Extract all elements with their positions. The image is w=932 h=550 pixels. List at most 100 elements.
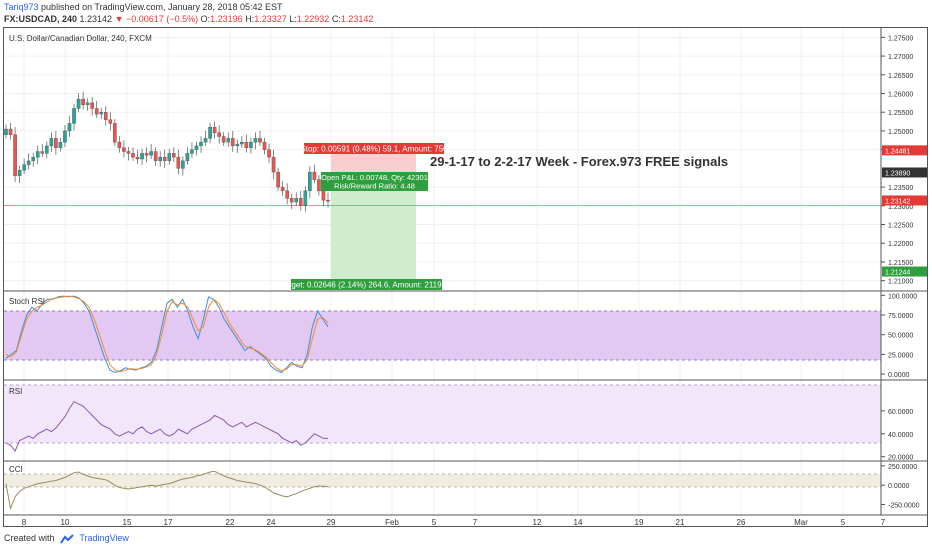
candle-body bbox=[308, 171, 312, 192]
candle-body bbox=[72, 108, 76, 124]
candle-body bbox=[54, 138, 58, 148]
open-label: O: bbox=[200, 14, 211, 24]
candle-body bbox=[317, 179, 321, 192]
risk-reward-label: Risk/Reward Ratio: 4.48 bbox=[334, 182, 415, 191]
time-tick-label: 8 bbox=[22, 518, 27, 527]
chart-frame bbox=[3, 27, 928, 527]
down-arrow-icon: ▼ bbox=[114, 14, 124, 24]
indicator-tick-label: 25.0000 bbox=[888, 352, 913, 359]
target-label: Target: 0.02646 (2.14%) 264.6, Amount: 2… bbox=[280, 281, 453, 290]
candle-body bbox=[99, 112, 104, 115]
indicator-tick-label: -250.0000 bbox=[888, 503, 920, 510]
candle-body bbox=[153, 151, 158, 162]
price-change: −0.00617 (−0.5%) bbox=[126, 14, 199, 24]
price-tick-label: 1.23000 bbox=[888, 204, 913, 211]
stoch-band bbox=[4, 311, 881, 360]
high-label: H: bbox=[245, 14, 255, 24]
time-tick-label: Mar bbox=[794, 518, 808, 527]
indicator-tick-label: 0.0000 bbox=[888, 483, 910, 490]
reward-zone[interactable] bbox=[331, 174, 416, 281]
candle-body bbox=[117, 141, 122, 148]
candle-body bbox=[276, 171, 280, 188]
candle-body bbox=[149, 151, 153, 156]
price-label-box bbox=[882, 167, 927, 178]
stoch-k-line bbox=[5, 295, 329, 374]
candle-body bbox=[144, 153, 149, 156]
indicator-tick-label: 0.0000 bbox=[888, 372, 910, 379]
candle-body bbox=[258, 138, 262, 143]
candle-body bbox=[45, 145, 49, 154]
candle-body bbox=[244, 141, 249, 148]
indicator-tick-label: 40.0000 bbox=[888, 432, 913, 439]
price-label: 1.23142 bbox=[885, 198, 910, 205]
candle-body bbox=[271, 156, 276, 173]
price-tick-label: 1.23500 bbox=[888, 185, 913, 192]
candle-body bbox=[135, 156, 140, 160]
stoch-d-line bbox=[5, 295, 329, 373]
candle-body bbox=[94, 108, 99, 115]
candle-body bbox=[326, 199, 330, 202]
candle-body bbox=[240, 141, 244, 145]
candle-body bbox=[298, 198, 303, 206]
candle-body bbox=[122, 147, 126, 152]
candle-body bbox=[26, 160, 31, 165]
candle-body bbox=[63, 130, 67, 143]
candle-body bbox=[194, 145, 199, 150]
published-info: published on TradingView.com, January 28… bbox=[41, 2, 283, 12]
candle-body bbox=[217, 132, 221, 137]
rsi-label: RSI bbox=[9, 387, 22, 396]
price-axis-labels: 1.24481 1.23890 1.23142 1.21244 bbox=[882, 145, 927, 277]
time-tick-label: 7 bbox=[473, 518, 478, 527]
candle-body bbox=[8, 128, 13, 135]
time-tick-label: 29 bbox=[327, 518, 336, 527]
price-label-box bbox=[882, 145, 927, 156]
pnl-label-box[interactable] bbox=[321, 172, 428, 191]
time-tick-label: 26 bbox=[737, 518, 746, 527]
candle-body bbox=[262, 141, 267, 150]
time-tick-label: 5 bbox=[841, 518, 846, 527]
candle-body bbox=[203, 138, 208, 143]
indicator-tick-label: 20.0000 bbox=[888, 455, 913, 462]
candle-body bbox=[103, 112, 108, 120]
pnl-label: Open P&L: 0.00748, Qty: 42301 bbox=[321, 173, 428, 182]
candle-body bbox=[208, 126, 212, 139]
time-tick-label: 24 bbox=[267, 518, 276, 527]
candle-body bbox=[113, 123, 117, 143]
price-tick-label: 1.25500 bbox=[888, 110, 913, 117]
candle-body bbox=[49, 138, 54, 147]
low-value: 1.22932 bbox=[296, 14, 330, 24]
indicator-tick-label: 60.0000 bbox=[888, 409, 913, 416]
candle-body bbox=[158, 156, 162, 162]
candle-body bbox=[76, 98, 81, 109]
indicator-tick-label: 100.0000 bbox=[888, 293, 917, 300]
stop-label: Stop: 0.00591 (0.48%) 59.1, Amount: 750 bbox=[300, 145, 448, 154]
indicator-tick-label: 75.0000 bbox=[888, 313, 913, 320]
candle-body bbox=[126, 151, 131, 154]
candle-body bbox=[140, 153, 144, 160]
annotation-text[interactable]: 29-1-17 to 2-2-17 Week - Forex.973 FREE … bbox=[430, 154, 728, 169]
target-label-box[interactable] bbox=[291, 279, 442, 290]
close-label: C: bbox=[331, 14, 341, 24]
price-label: 1.24481 bbox=[885, 148, 910, 155]
author-link[interactable]: Tariq973 bbox=[4, 2, 39, 12]
close-value: 1.23142 bbox=[340, 14, 374, 24]
tradingview-link[interactable]: TradingView bbox=[79, 533, 129, 543]
time-tick-label: 7 bbox=[881, 518, 886, 527]
price-tick-label: 1.25000 bbox=[888, 129, 913, 136]
price-tick-label: 1.21500 bbox=[888, 260, 913, 267]
candle-body bbox=[67, 123, 72, 132]
candle-body bbox=[176, 156, 181, 169]
candle-body bbox=[253, 138, 258, 143]
candle-body bbox=[22, 164, 26, 171]
risk-zone[interactable] bbox=[331, 153, 416, 174]
indicator-tick-label: 250.0000 bbox=[888, 464, 917, 471]
price-tick-label: 1.27500 bbox=[888, 35, 913, 42]
candle-body bbox=[285, 190, 289, 199]
candle-body bbox=[280, 186, 285, 192]
candle-body bbox=[226, 138, 231, 143]
stop-label-box[interactable] bbox=[304, 143, 444, 154]
last-price: 1.23142 bbox=[79, 14, 113, 24]
time-tick-label: 21 bbox=[676, 518, 685, 527]
candle-body bbox=[221, 136, 226, 143]
